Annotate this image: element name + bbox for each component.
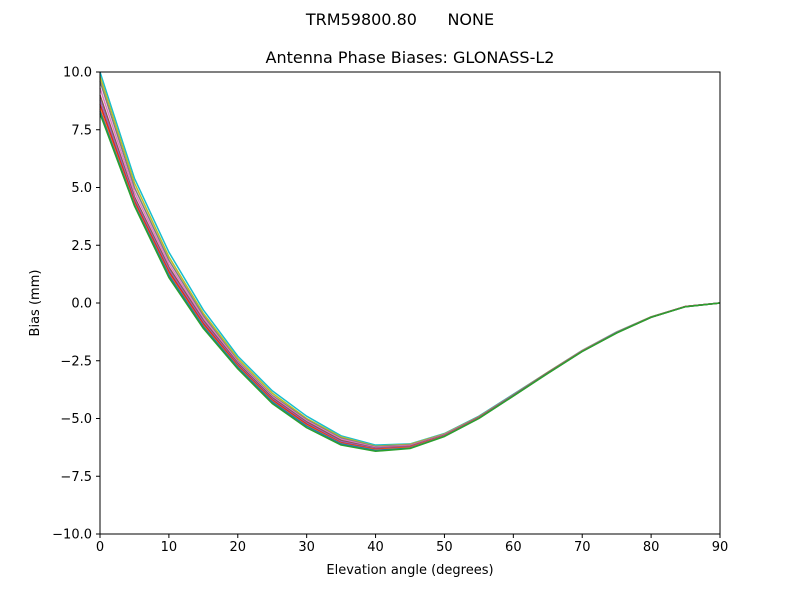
y-tick-label: 0.0: [71, 297, 92, 312]
series-line-4: [99, 94, 721, 449]
y-tick-label: 5.0: [71, 181, 92, 196]
y-tick-label: −5.0: [60, 412, 92, 427]
y-tick-label: 7.5: [71, 123, 92, 138]
figure-suptitle: TRM59800.80 NONE: [305, 10, 495, 29]
x-tick-label: 30: [298, 540, 315, 555]
x-tick-label: 50: [436, 540, 453, 555]
series-line-2: [99, 81, 721, 448]
series-line-8: [99, 111, 721, 452]
y-tick-label: −7.5: [60, 470, 92, 485]
x-tick-label: 0: [96, 540, 104, 555]
x-axis-ticks: 0 10 20 30 40 50 60 70 80 90: [96, 534, 728, 555]
x-tick-label: 80: [643, 540, 660, 555]
series-lines: [99, 71, 721, 453]
x-tick-label: 90: [712, 540, 729, 555]
series-line-6: [99, 104, 721, 450]
series-line-9: [99, 113, 721, 453]
x-tick-label: 20: [230, 540, 247, 555]
x-tick-label: 40: [367, 540, 384, 555]
y-tick-label: 10.0: [63, 66, 92, 81]
y-axis-ticks: 10.0 7.5 5.0 2.5 0.0 −2.5 −5.0 −7.5 −10.0: [52, 66, 100, 543]
series-line-0: [99, 71, 721, 446]
y-axis-label: Bias (mm): [28, 270, 43, 337]
x-tick-label: 60: [505, 540, 522, 555]
x-tick-label: 10: [161, 540, 178, 555]
y-tick-label: −10.0: [52, 528, 92, 543]
chart-title: Antenna Phase Biases: GLONASS-L2: [265, 48, 555, 67]
x-tick-label: 70: [574, 540, 591, 555]
series-line-3: [99, 87, 721, 449]
x-axis-label: Elevation angle (degrees): [326, 563, 493, 578]
series-line-7: [99, 108, 721, 451]
series-line-1: [99, 76, 721, 447]
series-line-5: [99, 99, 721, 450]
y-tick-label: −2.5: [60, 354, 92, 369]
y-tick-label: 2.5: [71, 239, 92, 254]
